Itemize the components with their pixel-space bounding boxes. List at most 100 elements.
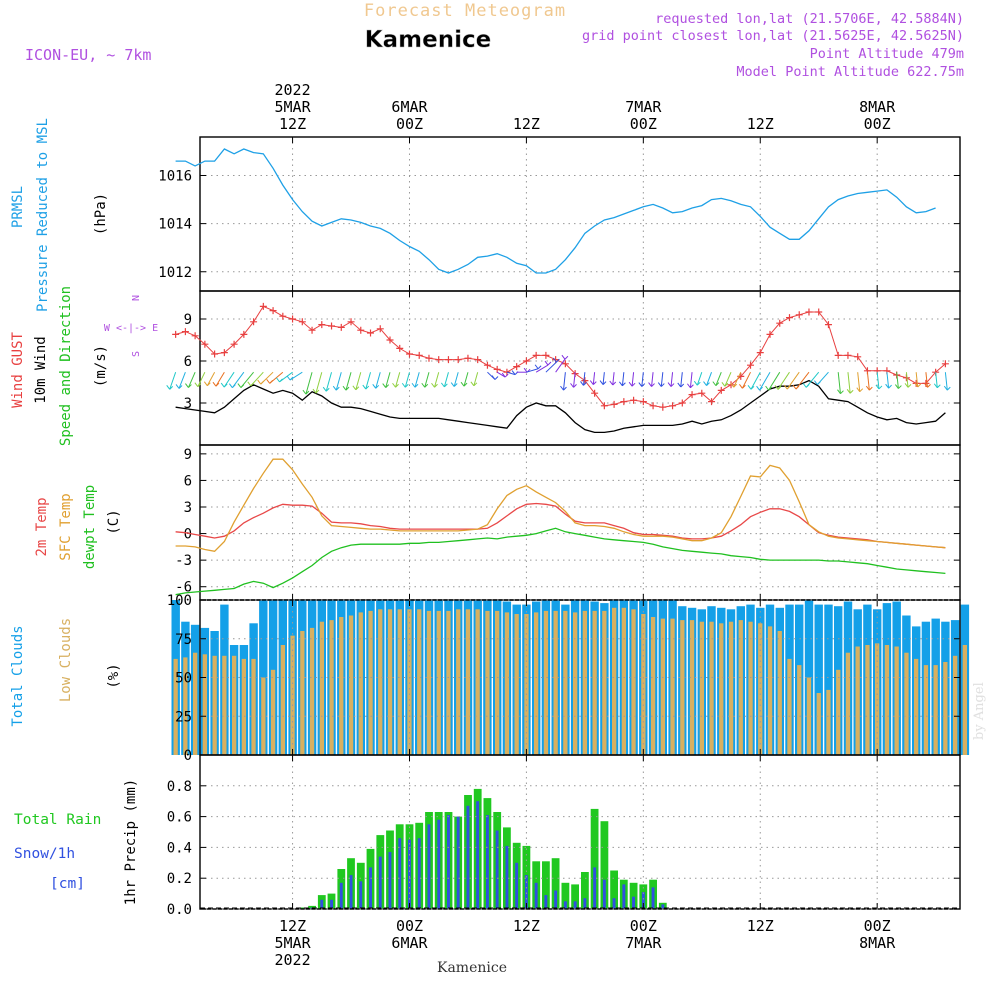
low-clouds-bar <box>748 621 753 755</box>
wind-arrow-head <box>552 357 560 363</box>
clouds-ytick-label: 75 <box>175 632 192 648</box>
low-clouds-bar <box>329 620 334 755</box>
low-clouds-bar <box>650 617 656 755</box>
clouds-ytick-label: 50 <box>175 671 192 687</box>
low-clouds-bar <box>767 626 773 755</box>
wind-arrow-head <box>312 388 320 394</box>
wind-arrow-head <box>421 382 429 388</box>
low-clouds-bar <box>270 669 276 756</box>
clouds-ylabel: (%) <box>106 663 122 688</box>
wind-arrow-head <box>580 381 587 386</box>
snow-bar <box>437 819 441 909</box>
wind-arrow <box>689 372 693 388</box>
rain-bar <box>542 861 550 909</box>
low-clouds-bar <box>543 610 549 755</box>
precip-label-cm: [cm] <box>50 876 85 892</box>
gust-marker <box>669 402 677 410</box>
gust-marker <box>815 308 823 316</box>
low-clouds-bar <box>865 645 870 755</box>
compass-w-e: W <-|-> E <box>104 323 158 334</box>
gust-marker <box>552 356 560 364</box>
wind-arrow-head <box>544 360 552 366</box>
low-clouds-bar <box>485 610 490 755</box>
gust-marker <box>688 391 696 399</box>
gust-marker <box>659 403 667 411</box>
wind-arrow <box>592 372 596 385</box>
snow-bar <box>320 899 324 909</box>
low-clouds-bar <box>787 658 792 755</box>
gust-marker <box>698 389 706 397</box>
gust-marker <box>620 398 628 406</box>
precip-panel: 0.0 0.2 0.4 0.6 0.8 <box>167 754 961 918</box>
wind-arrow <box>837 372 841 394</box>
low-clouds-bar <box>962 645 967 755</box>
gust-marker <box>805 308 813 316</box>
pressure-line <box>175 148 936 274</box>
precip-ytick-label: 0.8 <box>167 779 192 795</box>
wind-arrow-head <box>599 380 607 385</box>
wind-label-speed-dir: Speed and Direction <box>58 286 74 446</box>
gust-line <box>175 305 946 408</box>
precip-ytick-label: 0.0 <box>167 902 192 918</box>
snow-bar <box>651 887 655 909</box>
temperature-ytick-label: 9 <box>184 447 192 463</box>
snow-bar <box>583 898 587 909</box>
wind-arrow <box>506 371 516 376</box>
location-title: Kamenice <box>365 27 491 53</box>
pressure-ytick-label: 1014 <box>158 217 192 233</box>
wind-arrow <box>463 372 469 387</box>
wind-arrow-head <box>619 381 626 387</box>
wind-arrow-head <box>730 382 738 388</box>
wind-arrow <box>345 372 352 391</box>
low-clouds-bar <box>173 658 178 755</box>
low-clouds-bar <box>709 621 714 755</box>
wind-arrow <box>526 368 539 373</box>
low-clouds-bar <box>826 689 831 755</box>
low-clouds-bar <box>397 609 402 755</box>
wind-arrow-head <box>774 385 782 390</box>
gust-marker <box>708 398 716 406</box>
low-clouds-bar <box>504 612 510 755</box>
time-axis-label: 2022 <box>275 951 311 969</box>
wind-arrow-head <box>220 382 228 388</box>
footer-location: Kamenice <box>437 960 507 976</box>
low-clouds-bar <box>953 655 958 755</box>
pressure-panel-labels: PRMSL Pressure Reduced to MSL (hPa) <box>10 118 109 312</box>
snow-bar <box>554 890 558 909</box>
low-clouds-bar <box>943 662 948 755</box>
low-clouds-bar <box>475 609 480 755</box>
wind-arrow-head <box>194 382 202 388</box>
wind-arrow <box>562 372 566 391</box>
wind-arrow <box>206 371 216 386</box>
time-axis-label: 7MAR <box>625 98 662 116</box>
wind-label-gust: Wind GUST <box>10 332 26 408</box>
wind-arrow-head <box>739 383 746 389</box>
gust-marker <box>483 361 491 369</box>
low-clouds-bar <box>923 665 929 755</box>
wind-arrow <box>847 372 851 394</box>
wind-arrow-head <box>450 382 458 387</box>
wind-arrow-head <box>203 381 211 387</box>
wind-arrow-head <box>570 383 577 388</box>
gust-marker <box>493 365 501 373</box>
wind-arrow-head <box>401 382 409 388</box>
gust-marker <box>639 398 647 406</box>
wind-arrow-head <box>792 384 800 390</box>
wind-arrow <box>680 372 683 388</box>
low-clouds-bar <box>446 610 451 755</box>
wind-arrow <box>886 372 890 389</box>
wind-arrow <box>355 372 362 390</box>
gust-marker <box>405 350 413 358</box>
snow-bar <box>456 816 460 909</box>
wind-arrow-head <box>667 382 675 387</box>
wind-arrow <box>741 371 751 389</box>
wind-arrow <box>545 361 557 373</box>
wind-arrow-head <box>814 380 821 385</box>
low-clouds-bar <box>894 646 899 755</box>
wind-arrow-head <box>440 382 448 388</box>
time-axis-label: 12Z <box>747 917 774 935</box>
snow-bar <box>573 901 577 909</box>
wind-arrow <box>857 372 861 392</box>
wind-arrow <box>896 372 899 389</box>
